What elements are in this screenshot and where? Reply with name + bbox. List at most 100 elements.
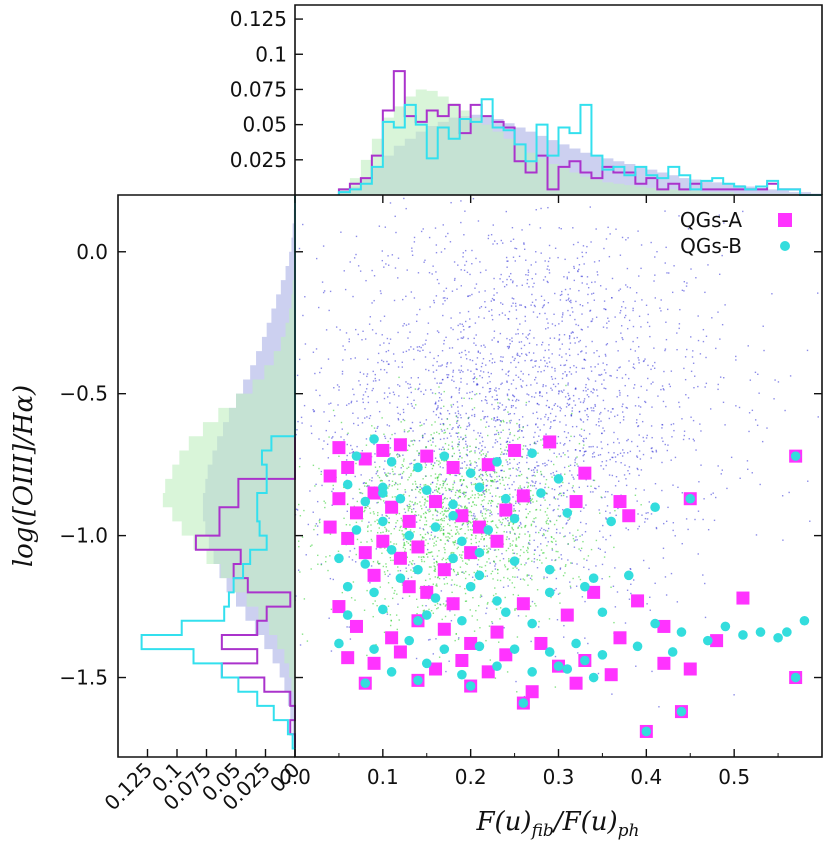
background-point xyxy=(450,404,452,406)
background-point xyxy=(395,522,397,524)
background-point xyxy=(455,415,458,418)
background-point xyxy=(484,495,486,498)
background-point xyxy=(450,619,453,622)
background-point xyxy=(560,227,562,230)
background-point xyxy=(469,464,471,466)
background-point xyxy=(539,509,542,511)
background-point xyxy=(485,490,488,493)
background-point xyxy=(481,494,483,496)
background-point xyxy=(361,339,363,341)
background-point xyxy=(484,570,487,572)
background-point xyxy=(401,477,403,479)
background-point xyxy=(546,514,548,516)
background-point xyxy=(479,261,481,263)
background-point xyxy=(511,340,513,343)
background-point xyxy=(385,474,387,476)
background-point xyxy=(473,503,476,506)
background-point xyxy=(641,420,644,423)
background-point xyxy=(353,393,355,396)
background-point xyxy=(482,371,485,373)
background-point xyxy=(488,547,490,549)
background-point xyxy=(488,489,490,491)
background-point xyxy=(514,302,517,305)
background-point xyxy=(602,536,604,538)
background-point xyxy=(309,545,312,547)
background-point xyxy=(562,372,564,375)
background-point xyxy=(441,519,444,522)
background-point xyxy=(573,267,575,270)
background-point xyxy=(735,405,737,407)
background-point xyxy=(469,445,471,448)
background-point xyxy=(553,474,555,476)
background-point xyxy=(331,437,333,439)
background-point xyxy=(520,341,523,343)
background-point xyxy=(330,402,332,404)
qgs-b-point xyxy=(790,451,801,461)
background-point xyxy=(517,569,520,571)
background-point xyxy=(482,358,485,360)
background-point xyxy=(505,441,508,443)
background-point xyxy=(387,582,390,584)
background-point xyxy=(466,563,468,565)
background-point xyxy=(488,625,491,627)
background-point xyxy=(465,485,468,487)
background-point xyxy=(422,478,424,480)
background-point xyxy=(387,472,389,474)
background-point xyxy=(266,296,267,297)
qgs-b-point xyxy=(580,655,590,666)
background-point xyxy=(439,484,441,486)
background-point xyxy=(545,478,548,481)
background-point xyxy=(491,513,493,516)
background-point xyxy=(471,249,473,252)
background-point xyxy=(580,547,583,550)
background-point xyxy=(377,511,379,514)
background-point xyxy=(432,538,434,540)
background-point xyxy=(567,392,569,395)
x-tick-label: 0.0 xyxy=(279,765,311,789)
background-point xyxy=(378,527,380,529)
background-point xyxy=(559,410,562,412)
background-point xyxy=(613,452,615,454)
background-point xyxy=(518,255,521,258)
background-point xyxy=(491,520,494,522)
background-point xyxy=(441,350,444,352)
background-point xyxy=(515,374,517,377)
qgs-b-point xyxy=(474,482,485,493)
background-point xyxy=(431,273,433,275)
background-point xyxy=(406,449,409,451)
background-point xyxy=(491,358,494,360)
background-point xyxy=(662,547,665,550)
background-point xyxy=(508,458,511,461)
background-point xyxy=(497,405,500,408)
background-point xyxy=(351,825,352,826)
background-point xyxy=(621,405,623,408)
background-point xyxy=(652,381,654,383)
background-point xyxy=(434,227,437,229)
background-point xyxy=(423,261,425,263)
background-point xyxy=(486,575,488,577)
background-point xyxy=(614,509,616,512)
background-point xyxy=(537,465,540,467)
qgs-b-point xyxy=(492,661,502,671)
background-point xyxy=(508,420,511,422)
background-point xyxy=(581,251,583,254)
background-point xyxy=(407,509,410,512)
background-point xyxy=(569,314,571,317)
background-point xyxy=(582,245,585,247)
background-point xyxy=(565,436,568,439)
background-point xyxy=(683,280,686,283)
background-point xyxy=(494,361,496,364)
background-point xyxy=(540,207,542,210)
background-point xyxy=(406,504,408,507)
background-point xyxy=(501,360,503,363)
background-point xyxy=(388,387,390,389)
background-point xyxy=(478,435,481,437)
background-point xyxy=(417,349,419,352)
background-point xyxy=(435,369,438,371)
background-point xyxy=(390,619,392,622)
background-point xyxy=(495,420,497,422)
background-point xyxy=(475,519,477,521)
qgs-a-point xyxy=(349,506,363,520)
top-y-tick-label: 0.075 xyxy=(230,77,287,101)
background-point xyxy=(324,502,327,504)
